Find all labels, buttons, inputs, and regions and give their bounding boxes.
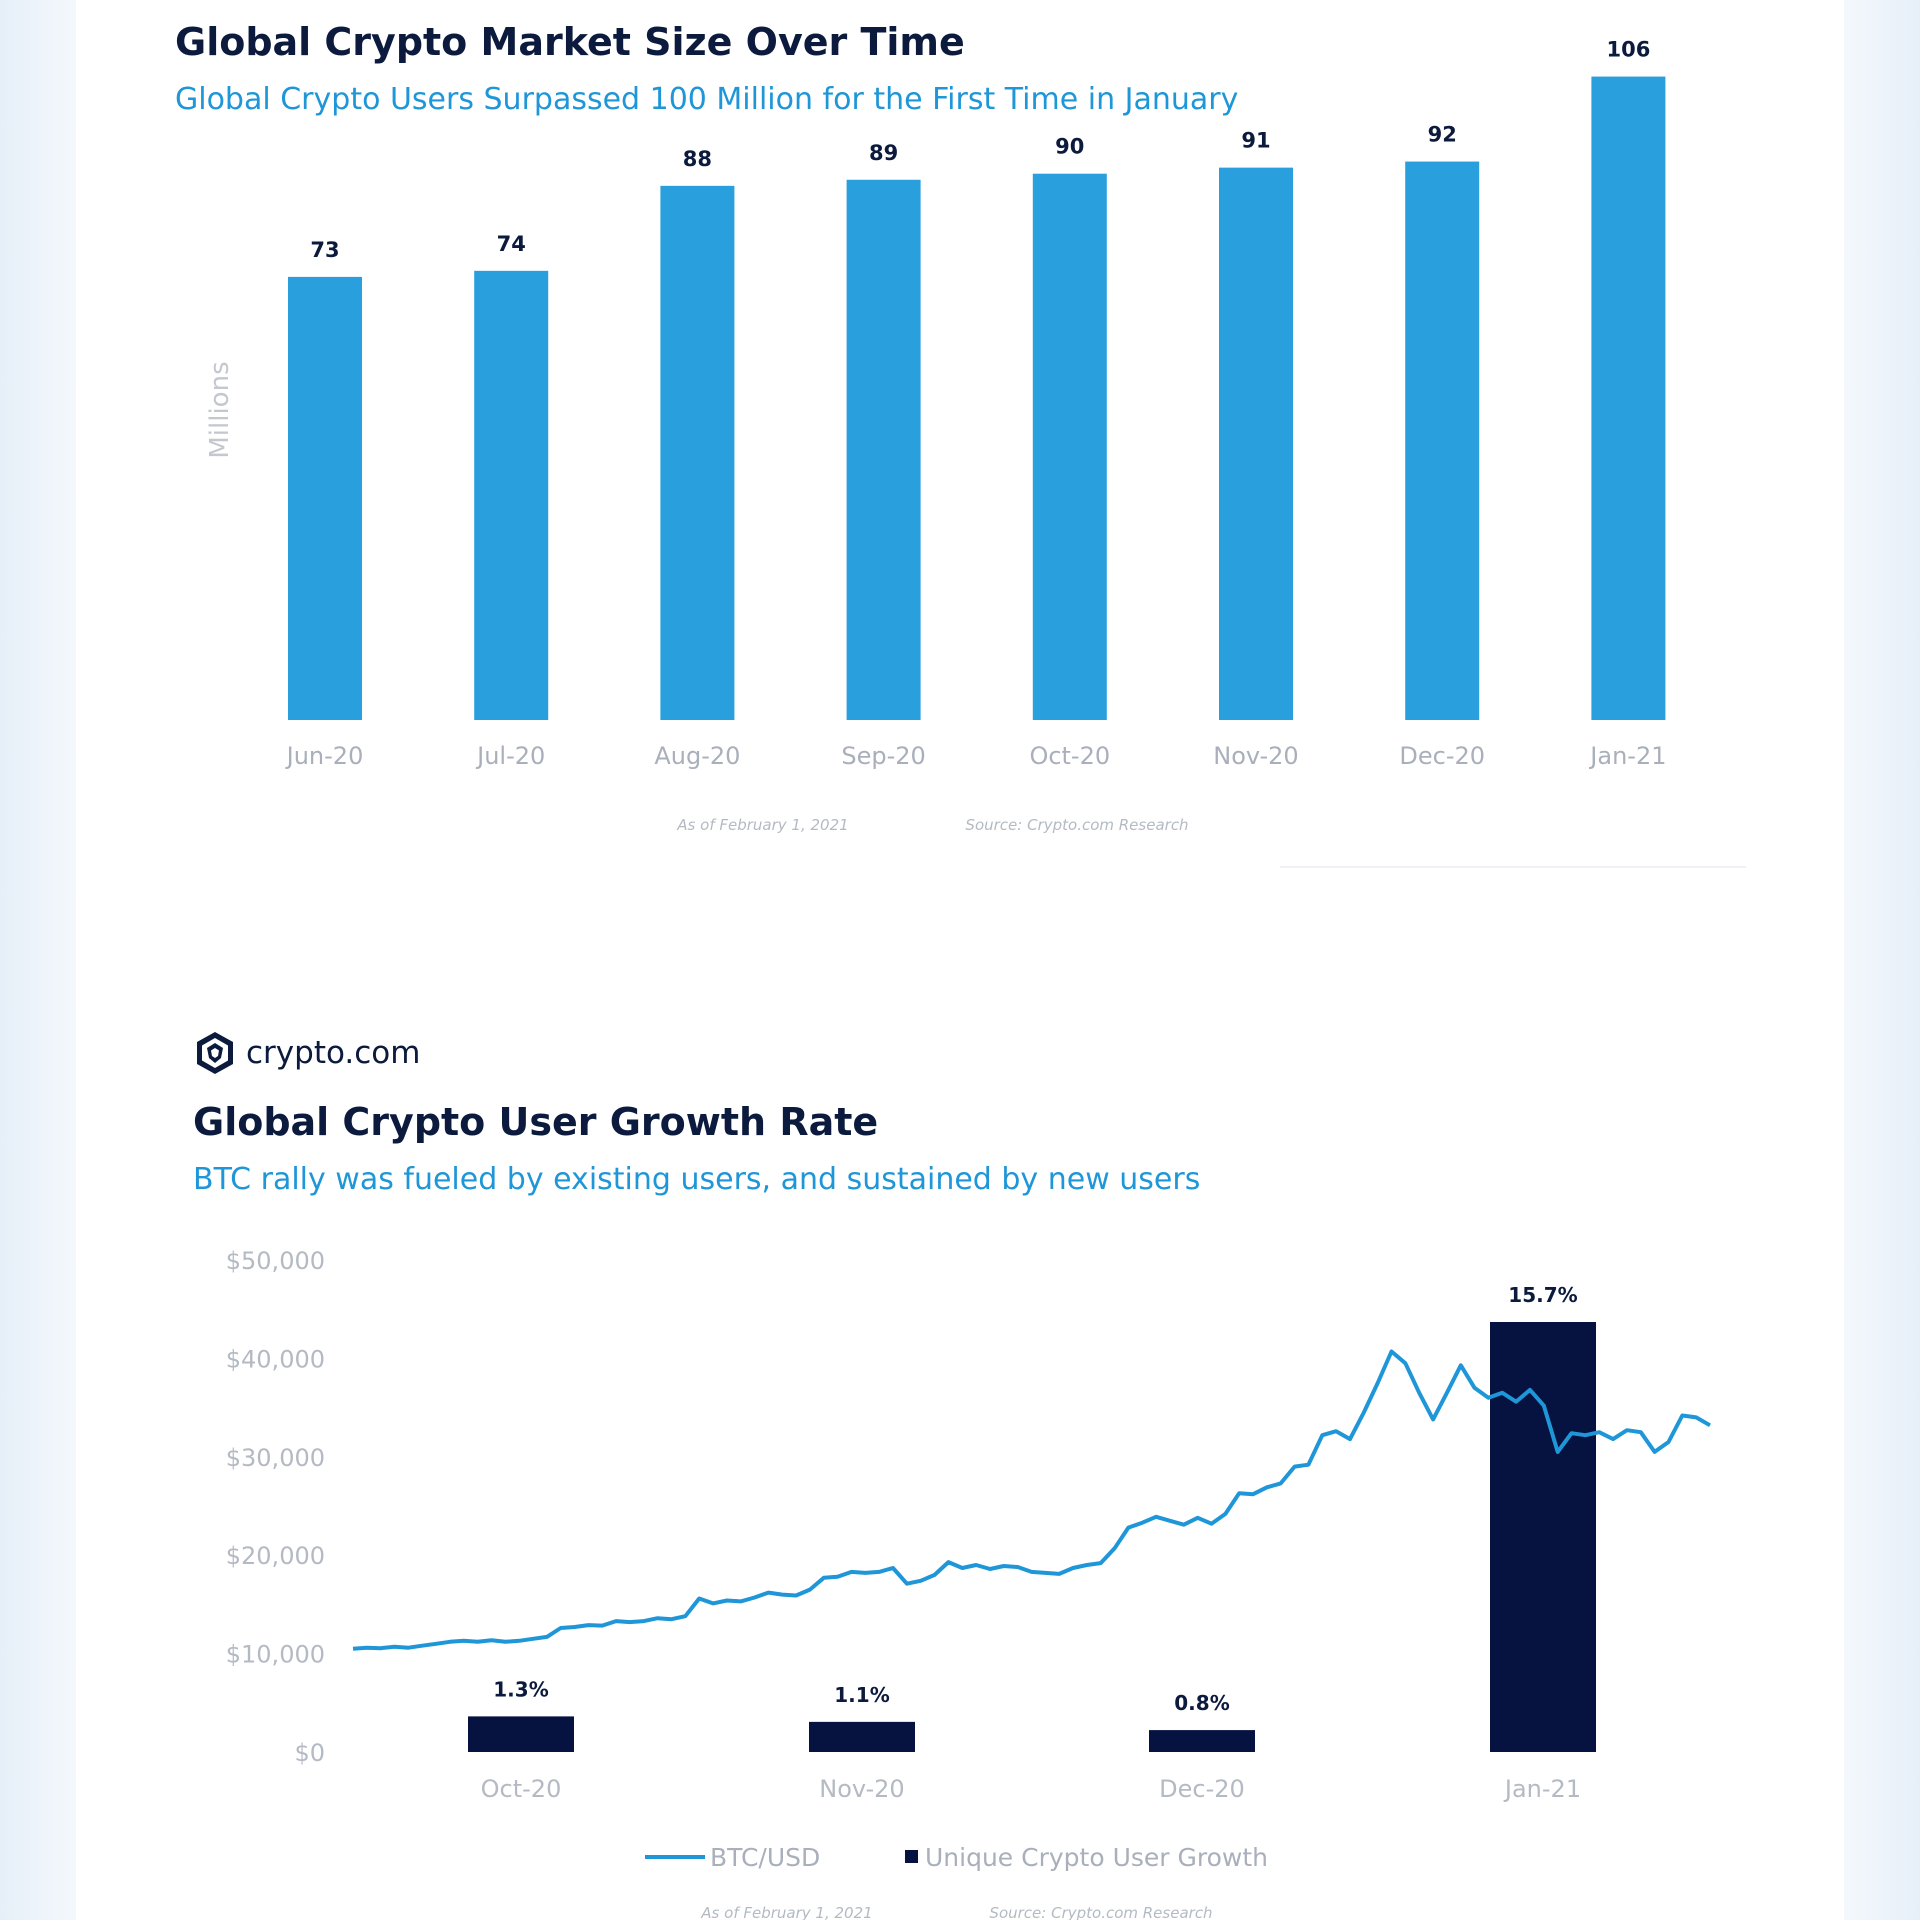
chart1-svg: 73 Jun-20 74 Jul-20 88 Aug-20 89 Sep-20 90 Oct-20… xyxy=(205,38,1667,834)
bar-jan-21 xyxy=(1591,76,1666,720)
chart2-subtitle: BTC rally was fueled by existing users, … xyxy=(193,1162,1201,1197)
bar-value-label: 73 xyxy=(310,238,339,262)
x-tick-label: Jan-21 xyxy=(1588,742,1666,770)
bar-value-label: 106 xyxy=(1606,38,1650,62)
footnote-source: Source: Crypto.com Research xyxy=(965,816,1188,834)
bar-value-label: 88 xyxy=(683,147,712,171)
bar-dec-20 xyxy=(1405,161,1480,720)
x-tick-label: Nov-20 xyxy=(1213,742,1298,770)
footnote-source: Source: Crypto.com Research xyxy=(989,1904,1212,1920)
legend-label-growth: Unique Crypto User Growth xyxy=(925,1843,1268,1872)
bar-value-label: 89 xyxy=(869,141,898,165)
growth-bar-dec-20 xyxy=(1149,1730,1255,1752)
growth-bar-oct-20 xyxy=(468,1716,574,1752)
x-tick-label: Oct-20 xyxy=(1029,742,1110,770)
y-tick-label: $50,000 xyxy=(226,1247,325,1275)
crypto-com-logo-icon xyxy=(197,1032,233,1074)
btc-usd-line xyxy=(352,1349,1711,1651)
x-tick-label: Dec-20 xyxy=(1159,1775,1245,1803)
x-tick-label: Jun-20 xyxy=(285,742,364,770)
bar-sep-20 xyxy=(846,179,921,720)
x-tick-label: Aug-20 xyxy=(654,742,740,770)
legend-label-btc: BTC/USD xyxy=(710,1843,820,1872)
x-tick-label: Dec-20 xyxy=(1399,742,1485,770)
y-tick-label: $10,000 xyxy=(226,1641,325,1669)
chart2-title: Global Crypto User Growth Rate xyxy=(193,1100,879,1144)
bar-value-label: 74 xyxy=(497,232,526,256)
crypto-com-logo: crypto.com xyxy=(194,1030,420,1076)
x-tick-label: Jul-20 xyxy=(475,742,545,770)
y-tick-label: $20,000 xyxy=(226,1542,325,1570)
bar-jun-20 xyxy=(288,276,362,720)
bar-jul-20 xyxy=(474,270,549,720)
y-tick-label: $40,000 xyxy=(226,1345,325,1373)
growth-bar-jan-21 xyxy=(1490,1322,1596,1752)
footnote-date: As of February 1, 2021 xyxy=(700,1904,872,1920)
chart1-title: Global Crypto Market Size Over Time xyxy=(175,20,965,64)
brand-name: crypto.com xyxy=(246,1035,421,1071)
bar-oct-20 xyxy=(1032,173,1107,720)
growth-bar-nov-20 xyxy=(809,1721,915,1752)
bar-value-label: 91 xyxy=(1241,129,1270,153)
growth-bar-label: 0.8% xyxy=(1174,1691,1229,1715)
legend-bar-swatch xyxy=(905,1850,918,1863)
y-axis-label: Millions xyxy=(205,361,235,458)
y-tick-label: $0 xyxy=(294,1739,325,1767)
bar-nov-20 xyxy=(1219,167,1293,720)
bar-aug-20 xyxy=(660,185,735,721)
growth-bar-label: 1.1% xyxy=(834,1683,889,1707)
x-tick-label: Nov-20 xyxy=(819,1775,904,1803)
chart1-subtitle: Global Crypto Users Surpassed 100 Millio… xyxy=(175,82,1239,117)
bar-value-label: 90 xyxy=(1055,135,1084,159)
x-tick-label: Oct-20 xyxy=(481,1775,562,1803)
growth-bar-label: 1.3% xyxy=(493,1677,548,1701)
y-tick-label: $30,000 xyxy=(226,1444,325,1472)
bar-value-label: 92 xyxy=(1428,123,1457,147)
x-tick-label: Jan-21 xyxy=(1503,1775,1581,1803)
footnote-date: As of February 1, 2021 xyxy=(676,816,848,834)
growth-bar-label: 15.7% xyxy=(1508,1283,1577,1307)
x-tick-label: Sep-20 xyxy=(841,742,925,770)
chart-divider xyxy=(1280,866,1746,868)
